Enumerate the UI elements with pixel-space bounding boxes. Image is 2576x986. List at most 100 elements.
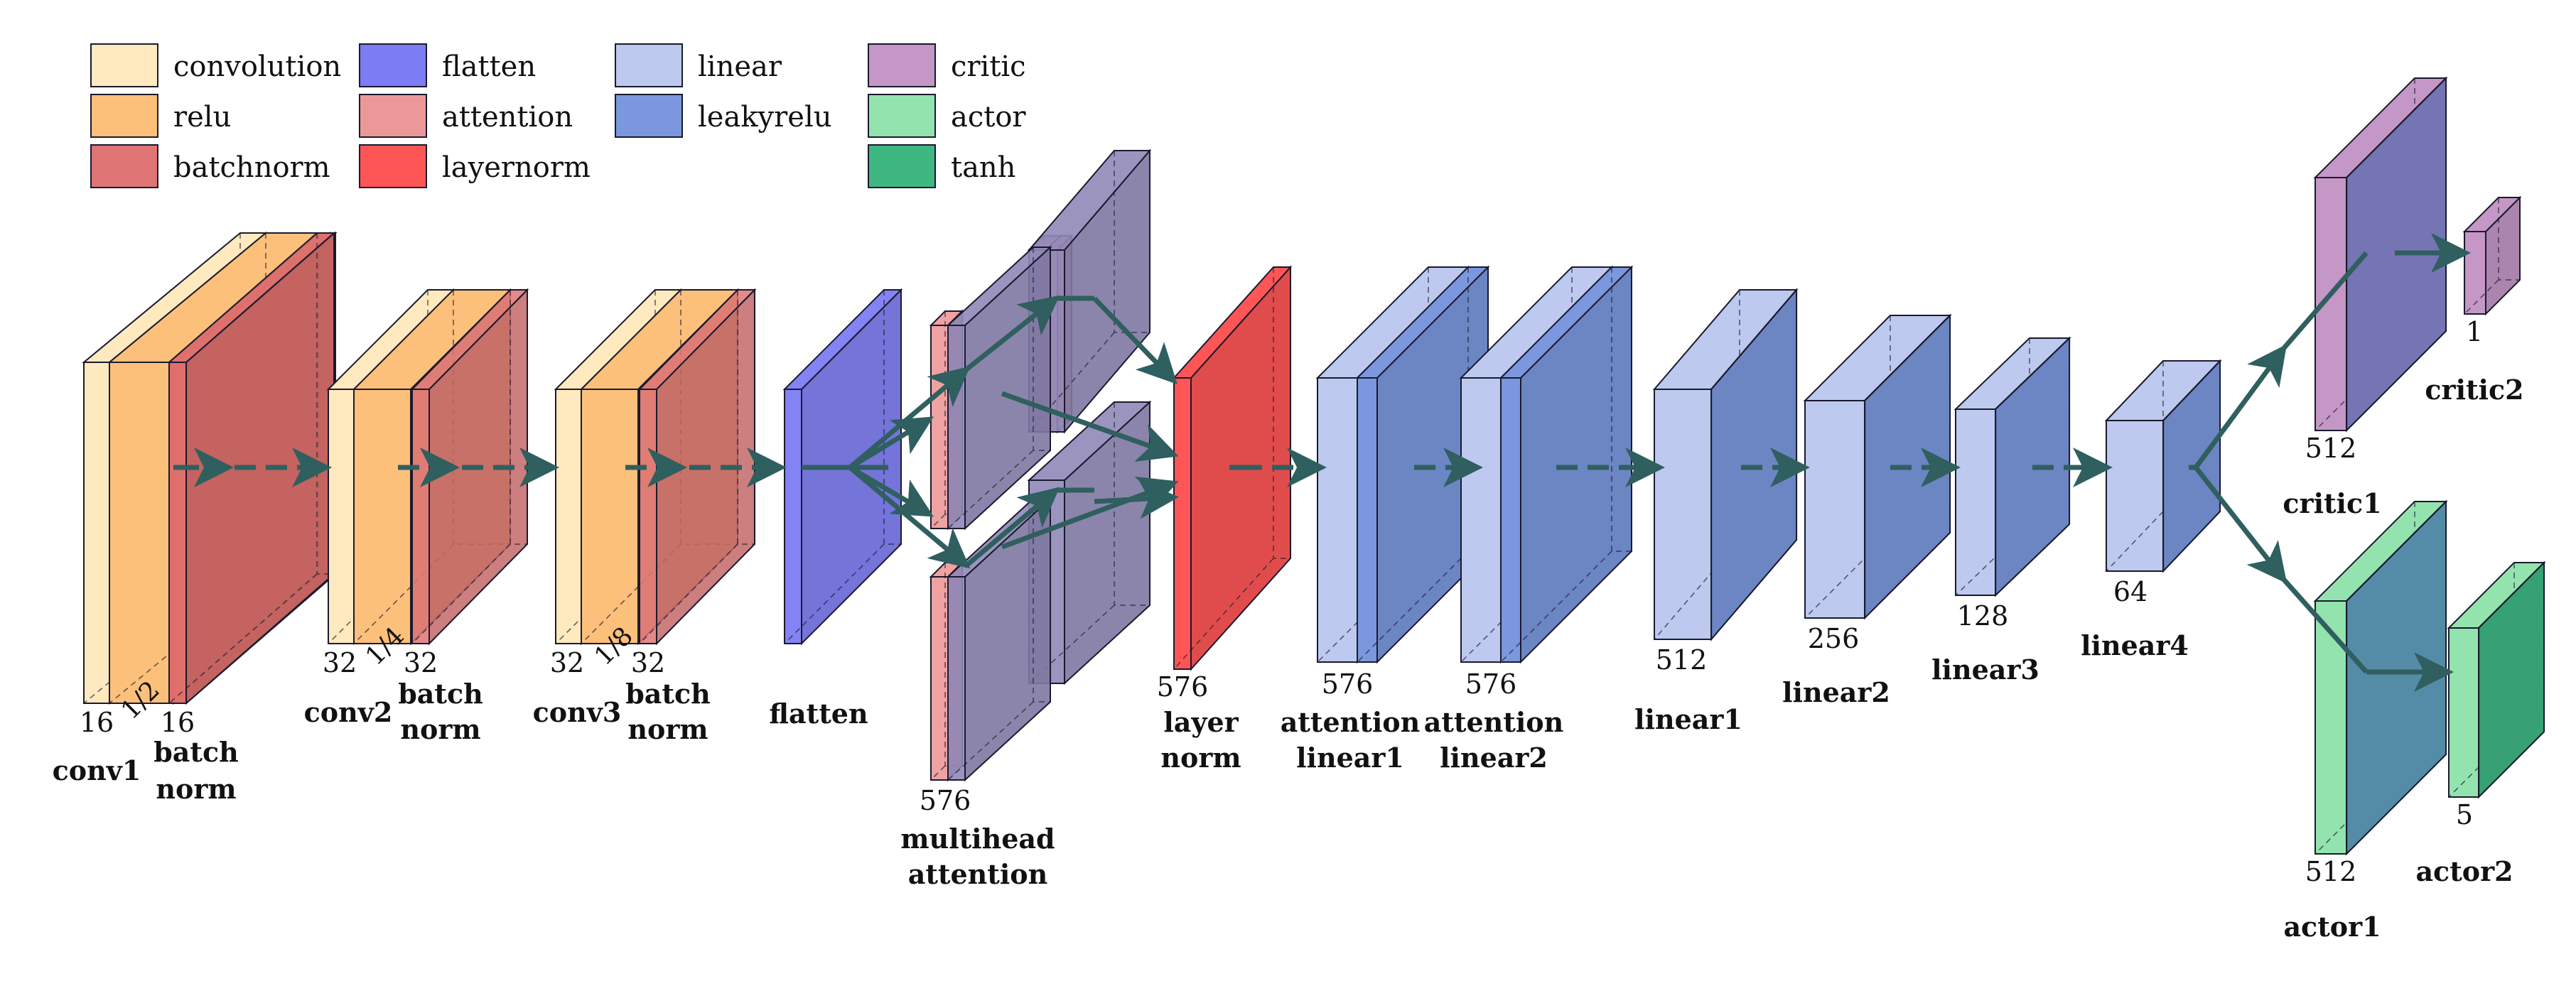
legend: convolution relu batchnorm flatten attention… <box>90 43 1026 188</box>
critic2 <box>2462 195 2522 316</box>
legend-swatch <box>90 94 158 138</box>
lin1-size-label: 512 <box>1656 644 1708 676</box>
connection-arrows <box>173 233 2471 692</box>
actor2-a-front <box>2448 627 2479 798</box>
conv3-conv-front <box>555 389 582 644</box>
legend-label: attention <box>442 101 573 134</box>
legend-swatch <box>615 94 683 138</box>
bn2-name-line2: norm <box>400 713 480 745</box>
att2-name-line2: linear2 <box>1440 742 1548 774</box>
bn3-name-line2: norm <box>627 713 708 745</box>
actor1-size-label: 512 <box>2305 856 2357 887</box>
legend-label: batchnorm <box>173 151 330 184</box>
critic1-b-hidden-edges <box>2346 78 2447 431</box>
lin4-size-label: 64 <box>2113 576 2147 607</box>
lin2-name-label: linear2 <box>1782 676 1890 708</box>
mha-upper-body-front <box>947 325 966 529</box>
lin3-name-label: linear3 <box>1931 654 2039 686</box>
lin1-linear-front <box>1654 389 1712 640</box>
critic2-hidden-edges <box>2464 197 2520 315</box>
conv1-name-label: conv1 <box>53 754 141 786</box>
legend-swatch <box>359 144 427 188</box>
lin2-leaky-hidden-edges <box>1864 315 1951 619</box>
critic2-name-label: critic2 <box>2425 374 2523 406</box>
lin4-leaky-hidden-edges <box>2162 361 2221 572</box>
arrow-split-mha2 <box>848 465 934 517</box>
lin4-linear-front <box>2106 420 2164 572</box>
conv2-size-label: 32 <box>323 647 357 678</box>
actor1-a-front <box>2314 600 2347 855</box>
critic2-size-label: 1 <box>2466 316 2483 347</box>
legend-label: linear <box>698 50 782 83</box>
lin3-size-label: 128 <box>1957 600 2009 632</box>
layernorm-block-front <box>1173 377 1192 670</box>
bn3-size-label: 32 <box>631 647 665 678</box>
bn3-front <box>639 389 657 644</box>
flatten-block-hidden-edges <box>784 290 901 644</box>
conv2-name-label: conv2 <box>304 696 393 728</box>
legend-swatch <box>359 94 427 138</box>
mha-lower-body <box>946 497 1052 782</box>
lin3-linear-front <box>1955 408 1996 596</box>
legend-swatch <box>868 144 936 188</box>
bn1-size-label: 16 <box>161 707 195 738</box>
bn1-name-line1: batch <box>153 736 239 768</box>
att2-linear-front <box>1460 377 1502 663</box>
lin2-size-label: 256 <box>1808 623 1860 654</box>
bn3-hidden-edges <box>639 290 755 644</box>
actor2-name-label: actor2 <box>2415 855 2513 887</box>
lin3-leaky <box>1993 336 2071 597</box>
att2-leaky <box>1499 265 1634 664</box>
lin1-leaky-hidden-edges <box>1710 290 1797 640</box>
legend-label: tanh <box>951 151 1015 184</box>
att1-leaky-front <box>1357 377 1378 663</box>
att2-leaky-hidden-edges <box>1500 267 1632 663</box>
actor2-b <box>2477 560 2546 799</box>
conv1-conv-front <box>83 362 110 704</box>
legend-swatch <box>868 43 936 87</box>
mha-lower-body-hidden-edges <box>947 499 1050 781</box>
legend-swatch <box>90 144 158 188</box>
bn3-name-line1: batch <box>625 678 711 710</box>
ln-name-line2: norm <box>1160 742 1241 774</box>
mha-top-back-body-hidden-edges <box>1028 151 1150 433</box>
legend-swatch <box>615 43 683 87</box>
att1-linear-front <box>1317 377 1358 663</box>
legend-label: convolution <box>173 50 341 83</box>
mha-name-line1: multihead <box>900 823 1055 855</box>
conv3-size-label: 32 <box>550 647 584 678</box>
bn1 <box>167 231 336 705</box>
lin1-name-label: linear1 <box>1634 703 1742 735</box>
att2-name-line1: attention <box>1424 706 1564 738</box>
arrow-mha-top-ln <box>1092 296 1177 385</box>
mha-lower-body-front <box>947 576 966 781</box>
bn1-name-line2: norm <box>156 773 236 805</box>
legend-swatch <box>359 43 427 87</box>
lin4-name-label: linear4 <box>2081 629 2189 661</box>
critic1-size-label: 512 <box>2305 433 2357 464</box>
att1-size-label: 576 <box>1322 668 1374 700</box>
conv2-relu-front <box>353 389 411 644</box>
actor1-name-label: actor1 <box>2283 911 2381 943</box>
conv1-size-label: 16 <box>80 707 114 738</box>
flatten-name-label: flatten <box>769 698 868 730</box>
bn2-size-label: 32 <box>404 647 438 678</box>
layer-blocks <box>82 76 2546 856</box>
mha-name-line2: attention <box>908 858 1048 890</box>
actor2-size-label: 5 <box>2456 799 2473 830</box>
att1-name-line2: linear1 <box>1296 742 1404 774</box>
lin1-leaky <box>1709 288 1799 641</box>
bn1-front <box>168 362 187 704</box>
bn2-front <box>411 389 430 644</box>
actor1-b-hidden-edges <box>2346 502 2447 855</box>
ln-size-label: 576 <box>1157 671 1209 703</box>
mha-lower-body-side <box>964 497 1051 782</box>
arrow-mha-cross1 <box>1001 391 1179 462</box>
conv3-name-label: conv3 <box>533 696 622 728</box>
legend-label: flatten <box>442 50 536 83</box>
arrow-mha-in1 <box>964 295 1060 372</box>
conv1-relu-front <box>109 362 174 704</box>
arrow-mha-in2 <box>964 487 1060 568</box>
legend-swatch <box>868 94 936 138</box>
conv2-conv-front <box>328 389 355 644</box>
